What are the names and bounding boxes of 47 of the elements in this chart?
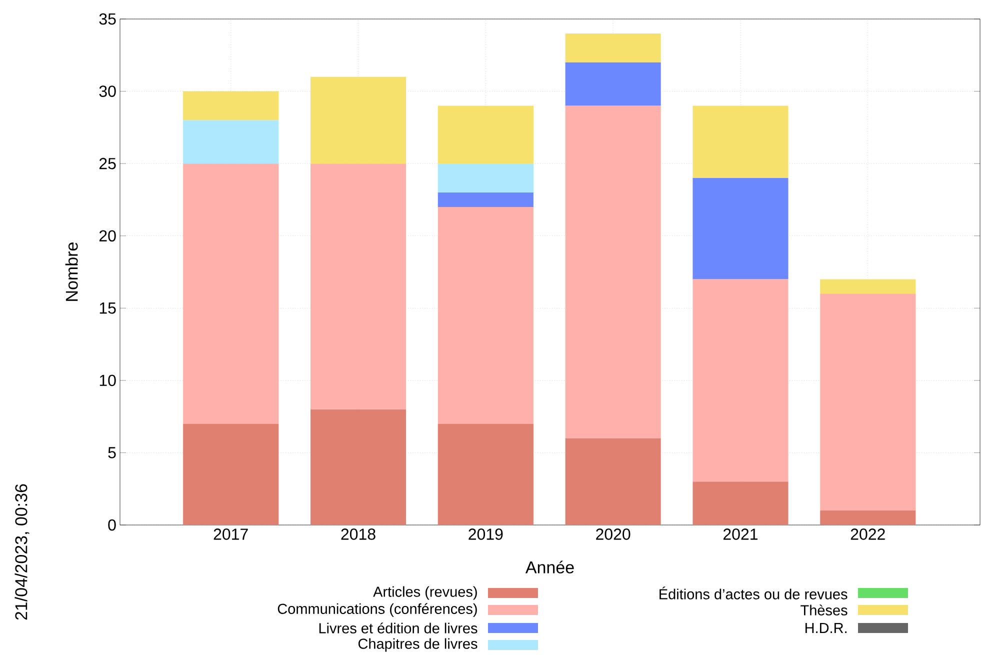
bar bbox=[438, 106, 534, 164]
y-tick-label: 25 bbox=[99, 158, 116, 170]
x-tick-label: 2022 bbox=[850, 528, 885, 540]
bar bbox=[438, 192, 534, 207]
y-tick-label: 15 bbox=[100, 302, 116, 314]
bar bbox=[438, 164, 534, 192]
legend-label: Chapitres de livres bbox=[358, 638, 478, 652]
bar bbox=[310, 409, 406, 525]
y-tick-label: 0 bbox=[108, 519, 116, 531]
legend-label: Articles (revues) bbox=[373, 586, 477, 600]
bar bbox=[692, 482, 788, 525]
bar bbox=[820, 279, 916, 294]
bar bbox=[820, 510, 916, 525]
x-tick-label: 2021 bbox=[723, 528, 758, 540]
y-tick-label: 5 bbox=[108, 447, 116, 458]
y-tick-label: 20 bbox=[99, 230, 116, 242]
bar bbox=[565, 106, 661, 438]
text: 21/04/2023, 00:36 bbox=[14, 484, 30, 620]
bar bbox=[692, 106, 788, 178]
bar bbox=[565, 438, 661, 525]
bar bbox=[692, 178, 788, 280]
bar bbox=[183, 120, 279, 164]
bar bbox=[820, 294, 916, 511]
legend-label: Thèses bbox=[800, 604, 848, 616]
y-tick-label: 30 bbox=[99, 86, 116, 97]
bar bbox=[183, 164, 279, 424]
bar bbox=[565, 33, 661, 62]
bar bbox=[183, 91, 279, 120]
bar bbox=[438, 424, 534, 525]
x-tick-label: 2018 bbox=[341, 528, 376, 540]
bar bbox=[310, 164, 406, 410]
x-tick-label: 2020 bbox=[596, 528, 630, 540]
y-axis-title: Nombre bbox=[65, 242, 78, 301]
bar bbox=[310, 76, 406, 164]
bar bbox=[565, 62, 661, 106]
bar bbox=[183, 424, 279, 525]
legend-label: Communications (conférences) bbox=[278, 603, 477, 617]
legend-label: Éditions d’actes ou de revues bbox=[660, 586, 848, 600]
bar bbox=[692, 279, 788, 482]
legend-label: H.D.R. bbox=[806, 623, 846, 633]
y-tick-label: 10 bbox=[100, 374, 116, 386]
bar bbox=[438, 206, 534, 424]
x-tick-label: 2017 bbox=[214, 528, 248, 540]
legend-label: Livres et édition de livres bbox=[319, 622, 478, 634]
x-tick-label: 2019 bbox=[468, 528, 503, 540]
y-tick-label: 35 bbox=[99, 13, 116, 25]
x-axis-title: Année bbox=[525, 560, 574, 574]
